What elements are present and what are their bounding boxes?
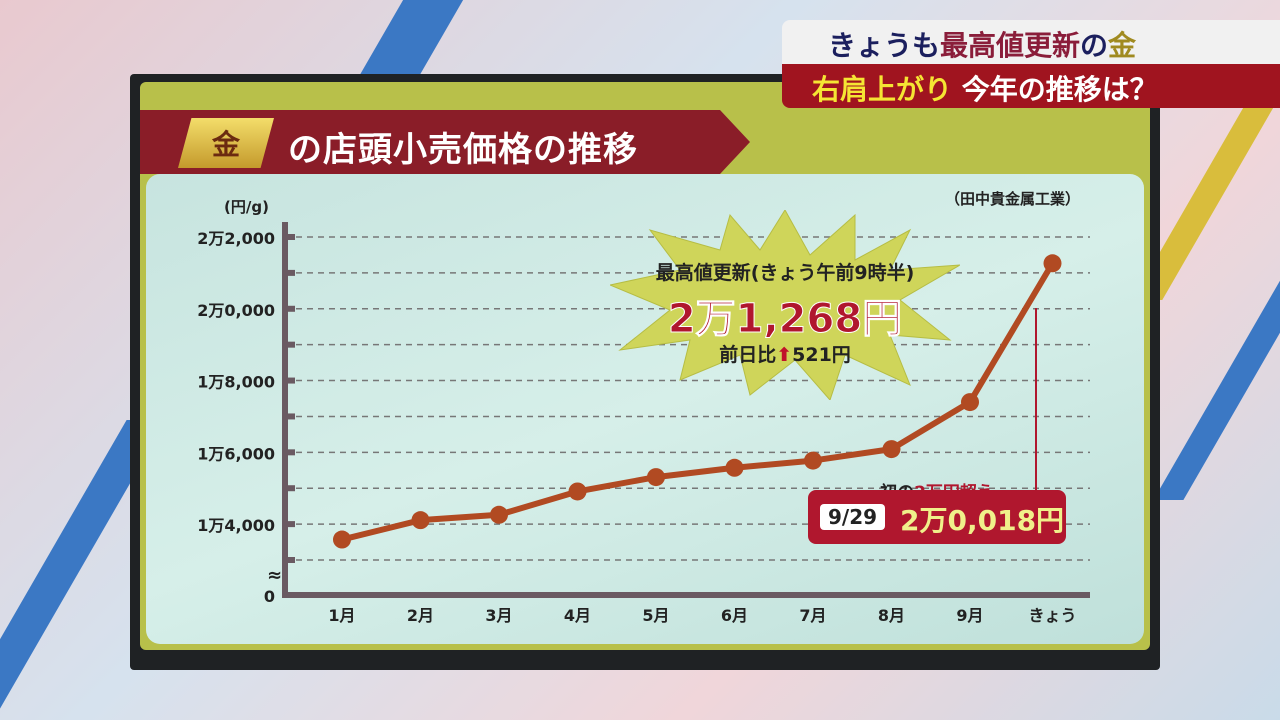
y-tick-label: 0 [264,587,275,606]
data-point [1043,254,1062,273]
chart-source: （田中貴金属工業） [944,190,1080,208]
y-tick-label: 1万8,000 [197,373,275,392]
y-tick [285,305,295,312]
caption-text: 右肩上がり [812,73,953,106]
caption-line-2: 右肩上がり 今年の推移は？ [782,64,1280,108]
data-point [961,393,979,412]
y-axis-unit: (円/g) [224,198,269,216]
series-line [341,261,1056,543]
caption-text: の [1080,29,1109,62]
y-tick [285,413,295,420]
diff-value: 521円 [792,344,851,366]
first-value: 2万0,018円 [900,504,1065,537]
plot-area [146,174,1144,644]
x-tick-label: 8月 [878,606,905,625]
data-point [725,458,744,477]
y-tick-label: 1万6,000 [197,444,275,463]
caption-text: 今年の推移は？ [961,73,1158,106]
y-tick [285,521,295,528]
x-tick-label: きょう [1028,606,1076,625]
x-tick-label: 4月 [564,606,591,625]
line-chart: ≈0 1万4,000 1万6,000 1万8,000 2万0,000 2万2,000 1月 2… [197,222,1090,625]
y-tick [285,485,295,492]
x-tick-label: 6月 [721,606,748,625]
x-tick-label: 7月 [799,606,826,625]
caption-text: 金 [1108,29,1137,62]
data-point [333,530,351,549]
caption-text: 最高値更新 [940,29,1081,62]
up-arrow-icon: ⬆ [776,344,793,366]
chart-title: の店頭小売価格の推移 [288,130,638,170]
data-point [568,482,587,501]
record-diff: 前日比⬆521円 [610,340,960,367]
caption-text: きょうも [828,29,941,62]
x-tick-label: 2月 [407,606,434,625]
x-tick-label: 3月 [485,606,512,625]
y-tick [285,449,295,456]
y-tick-label: 2万0,000 [197,301,275,320]
data-point [647,468,665,487]
tv-monitor: 金 の店頭小売価格の推移 （田中貴金属工業） (円/g) ≈0 1万4,000 1万… [130,74,1160,670]
caption-line-1: きょうも最高値更新の金 [782,20,1280,64]
y-tick [285,557,295,563]
y-tick [285,341,295,348]
record-value: 2万1,268円 [667,296,903,343]
axis-break-icon: ≈ [267,565,282,586]
data-point [804,451,822,470]
first-date: 9/29 [820,504,886,530]
first-over-20000-box: 9/29 2万0,018円 [808,490,1066,544]
y-tick [285,269,295,276]
y-tick-label: 1万4,000 [197,516,275,535]
y-tick [285,234,295,240]
x-tick-label: 5月 [642,606,669,625]
data-point [490,505,508,524]
news-caption: きょうも最高値更新の金 右肩上がり 今年の推移は？ [782,20,1280,110]
x-tick-label: 9月 [956,606,983,625]
gold-bar-icon: 金 [178,118,274,168]
data-point [411,511,430,530]
x-tick-label: 1月 [328,606,355,625]
y-tick [285,377,295,384]
diff-label: 前日比 [719,344,777,366]
chart-panel: 金 の店頭小売価格の推移 （田中貴金属工業） (円/g) ≈0 1万4,000 1万… [140,82,1150,650]
record-annotation: 最高値更新(きょう午前9時半) 2万1,268円 前日比⬆521円 [610,210,960,400]
record-burst [610,210,960,400]
record-title: 最高値更新(きょう午前9時半) [655,262,915,284]
y-tick-label: 2万2,000 [197,229,275,248]
studio-decor [356,0,464,80]
data-point [882,440,901,459]
gold-bar-label: 金 [211,128,240,161]
